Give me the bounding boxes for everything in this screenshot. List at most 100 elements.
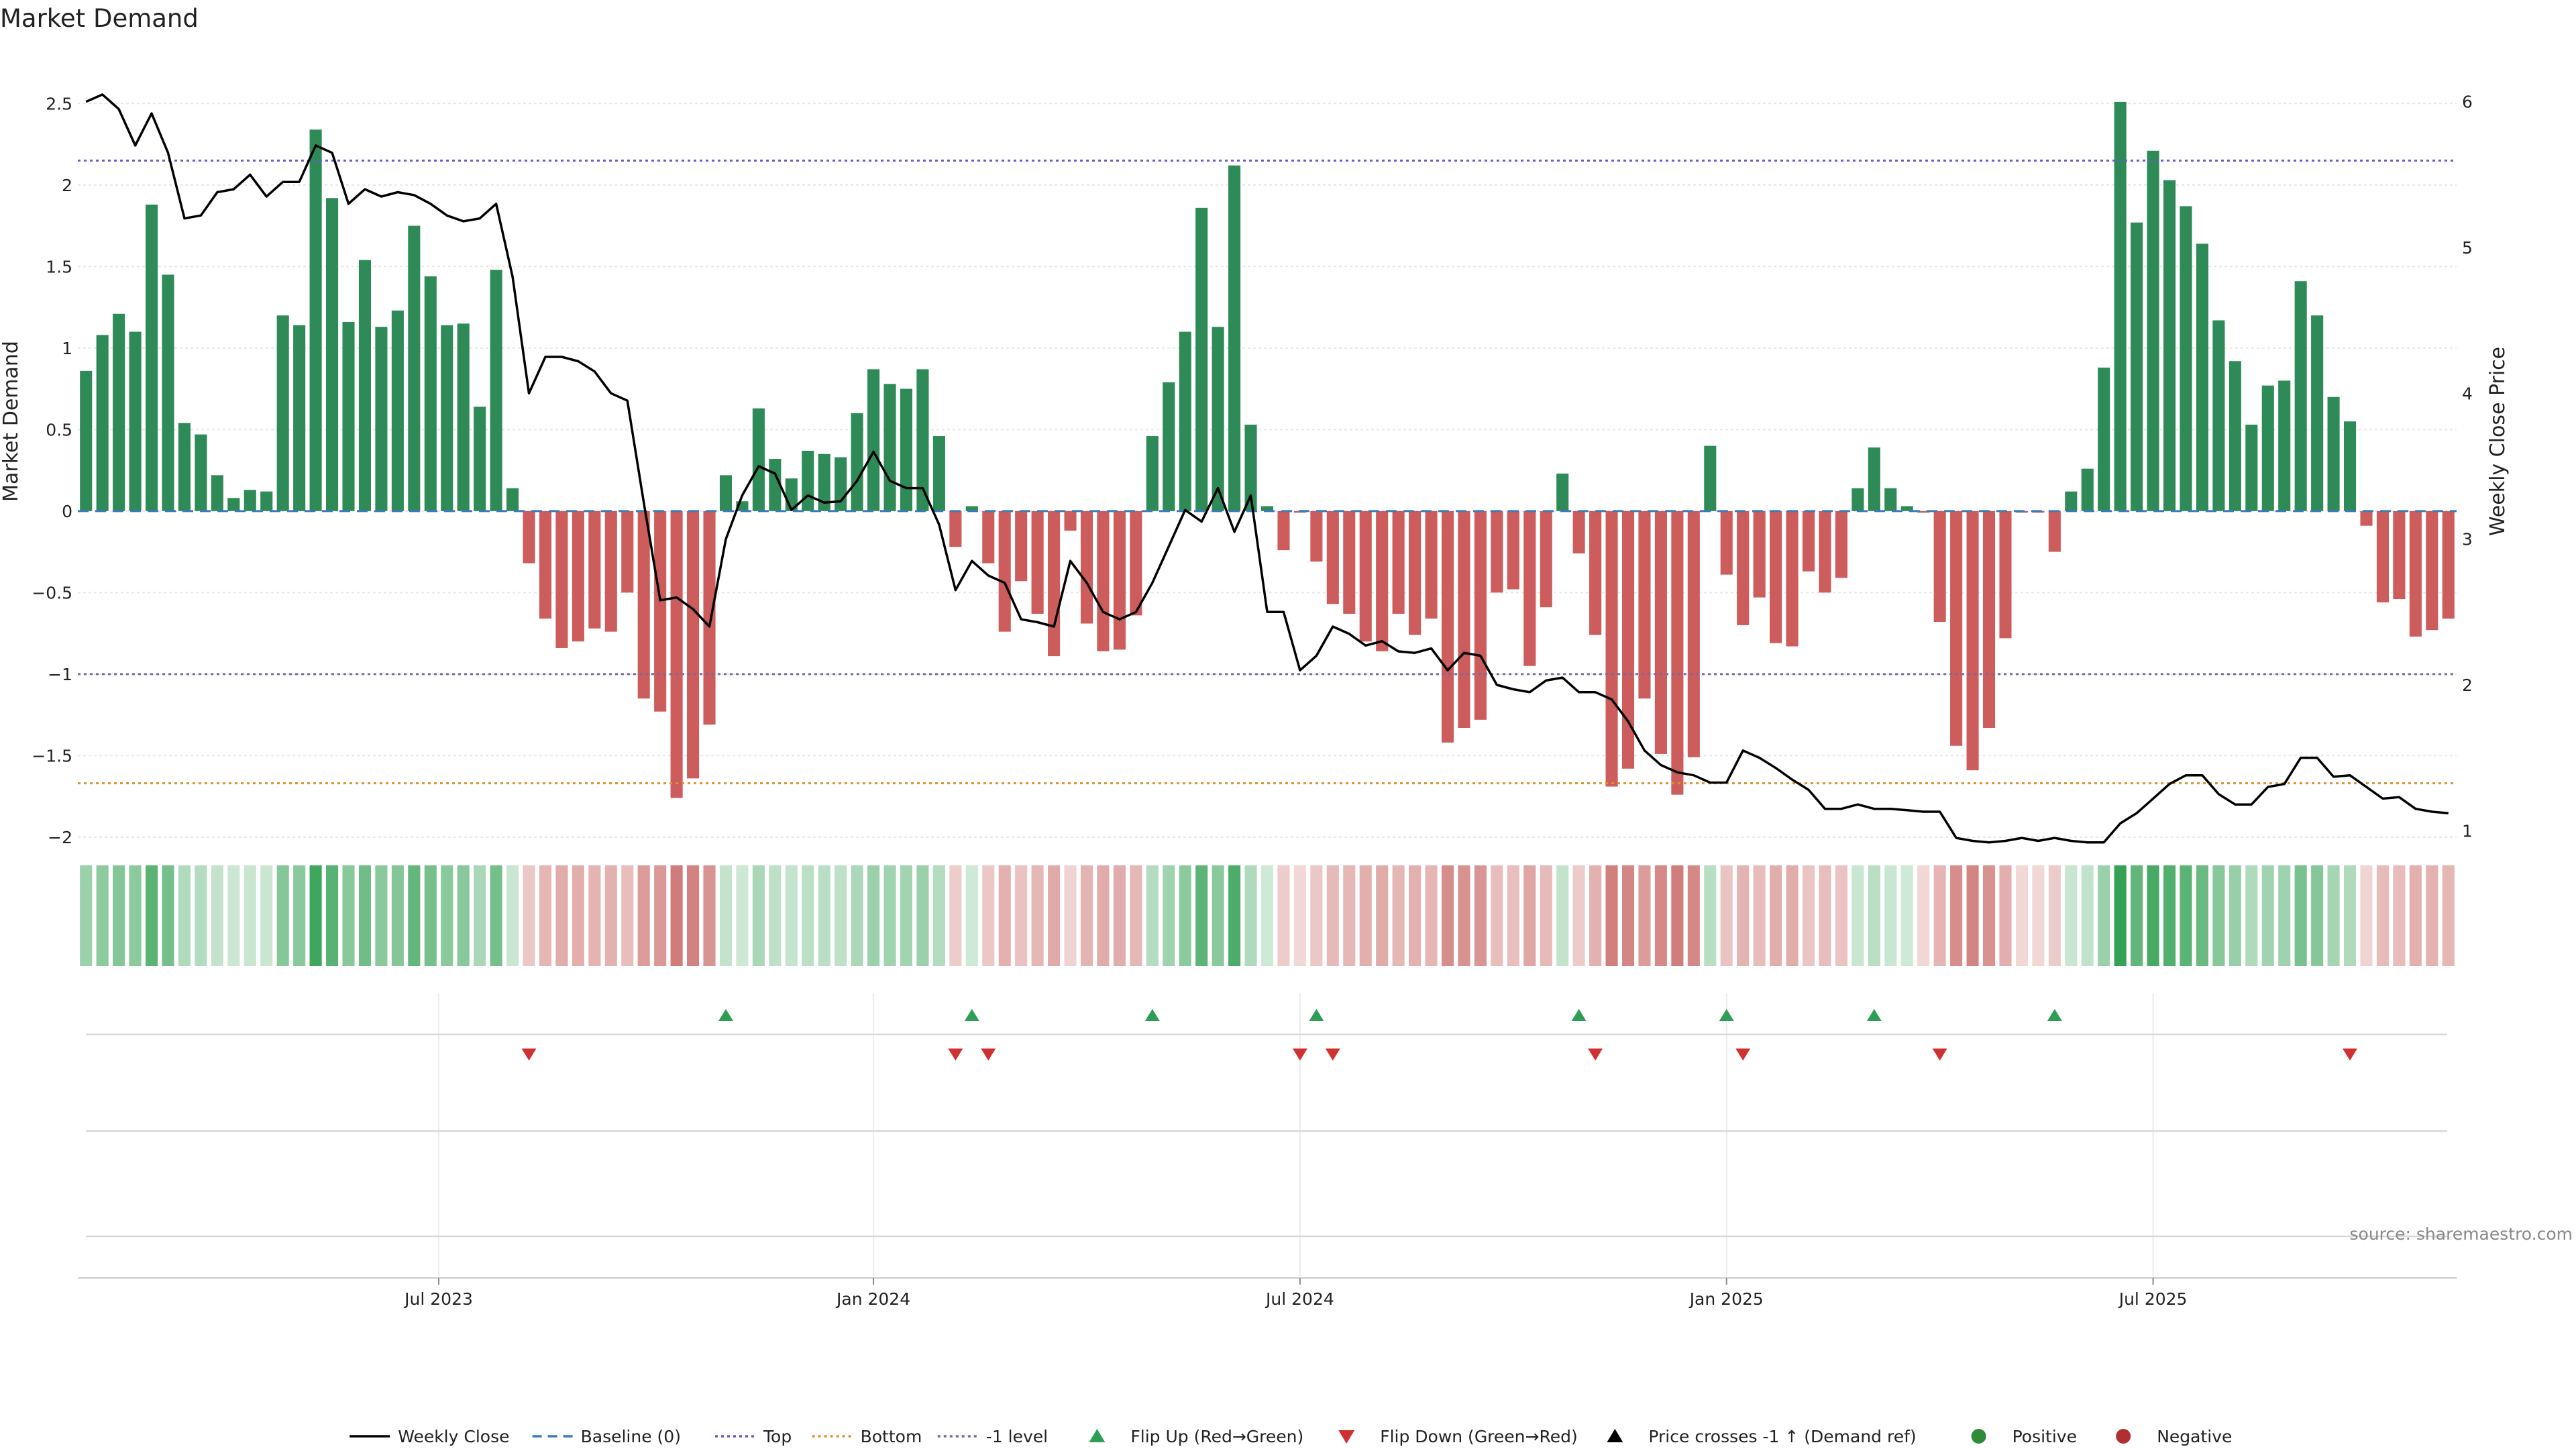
- heat-cell: [1900, 865, 1913, 966]
- y2-tick-label: 4: [2462, 384, 2473, 403]
- demand-bar: [260, 491, 273, 511]
- heat-cell: [835, 865, 847, 966]
- heat-cell: [2393, 865, 2406, 966]
- demand-bar: [1556, 473, 1569, 511]
- heat-cell: [1917, 865, 1930, 966]
- heat-cell: [2229, 865, 2241, 966]
- demand-bar: [965, 506, 978, 511]
- legend-item: -1 level: [937, 1427, 1048, 1446]
- heat-cell: [1441, 865, 1454, 966]
- source-label: source: sharemaestro.com: [2350, 1224, 2573, 1244]
- demand-bar: [129, 331, 142, 511]
- heat-cell: [1638, 865, 1651, 966]
- heat-cell: [1277, 865, 1290, 966]
- demand-bar: [555, 511, 568, 648]
- heat-cell: [1080, 865, 1093, 966]
- heat-cell: [441, 865, 453, 966]
- y-tick-label: −1.5: [32, 746, 72, 765]
- demand-bar: [883, 384, 896, 511]
- flip-up-marker: [1719, 1009, 1734, 1021]
- demand-bar: [1950, 511, 1963, 746]
- heat-cell: [802, 865, 814, 966]
- heat-cell: [211, 865, 223, 966]
- heat-cell: [1146, 865, 1159, 966]
- flip-up-marker: [1144, 1009, 1160, 1021]
- legend-label: Top: [763, 1427, 792, 1446]
- heat-cell: [1326, 865, 1339, 966]
- y-axis-label: Market Demand: [0, 341, 23, 502]
- y-tick-label: −0.5: [32, 583, 72, 602]
- y-tick-label: −1: [48, 665, 72, 684]
- heat-cell: [2114, 865, 2127, 966]
- heat-cell: [474, 865, 486, 966]
- heat-cell: [1851, 865, 1864, 966]
- x-axis: Jul 2023 Jan 2024 Jul 2024 Jan 2025 Jul 2025: [403, 1278, 2187, 1309]
- heat-cell: [1113, 865, 1126, 966]
- heat-cell: [900, 865, 913, 966]
- demand-bar: [900, 388, 913, 511]
- legend-label: Flip Up (Red→Green): [1130, 1427, 1303, 1446]
- heat-cell: [1130, 865, 1142, 966]
- demand-bar: [1179, 331, 1191, 511]
- demand-bar: [2261, 385, 2274, 511]
- heat-cell: [1999, 865, 2012, 966]
- demand-bar: [244, 490, 256, 511]
- heat-cell: [1212, 865, 1224, 966]
- heat-cell: [1753, 865, 1766, 966]
- demand-bar: [1097, 511, 1110, 651]
- x-tick-label: Jul 2023: [403, 1289, 473, 1309]
- demand-bar: [1917, 511, 1930, 513]
- heat-cell: [2409, 865, 2422, 966]
- demand-bar: [1589, 511, 1602, 635]
- demand-bar: [1671, 511, 1684, 795]
- y2-tick-label: 6: [2462, 93, 2473, 112]
- heat-cell: [1179, 865, 1191, 966]
- demand-bar: [719, 475, 733, 511]
- demand-bar: [441, 325, 453, 511]
- demand-bar: [162, 274, 174, 511]
- heat-cell: [1425, 865, 1438, 966]
- demand-bar: [424, 276, 437, 511]
- heat-cell: [2147, 865, 2159, 966]
- demand-bar: [2065, 491, 2078, 511]
- heat-cell: [1868, 865, 1880, 966]
- heat-cell: [2360, 865, 2373, 966]
- demand-bar: [2131, 222, 2143, 511]
- demand-bar: [195, 434, 207, 511]
- legend-circle-swatch: [2116, 1429, 2131, 1444]
- demand-bar: [2360, 511, 2373, 526]
- demand-bar: [211, 475, 223, 511]
- heat-cell: [867, 865, 880, 966]
- heat-cell: [2343, 865, 2357, 966]
- demand-bar: [621, 511, 634, 593]
- heat-cell: [1343, 865, 1356, 966]
- legend-label: -1 level: [986, 1427, 1048, 1446]
- heat-cell: [1950, 865, 1963, 966]
- heat-cell: [162, 865, 174, 966]
- demand-bar: [1441, 511, 1454, 743]
- demand-bar: [2393, 511, 2406, 600]
- heat-cell: [1228, 865, 1241, 966]
- heat-cell: [2376, 865, 2390, 966]
- heat-cell: [1392, 865, 1405, 966]
- demand-bar: [982, 511, 995, 564]
- demand-bar: [1835, 511, 1847, 578]
- demand-bar: [2278, 380, 2291, 511]
- heat-cell: [2327, 865, 2340, 966]
- heat-cell: [178, 865, 191, 966]
- flip-down-marker: [948, 1049, 963, 1061]
- heat-cell: [1458, 865, 1470, 966]
- legend-triangle-up-swatch: [1607, 1429, 1623, 1442]
- demand-bar: [1638, 511, 1651, 699]
- y2-tick-label: 3: [2462, 530, 2473, 549]
- legend-label: Weekly Close: [398, 1427, 509, 1446]
- demand-bar: [835, 457, 847, 511]
- demand-bar: [2163, 180, 2176, 511]
- demand-bar: [670, 511, 683, 798]
- demand-bar: [752, 408, 765, 511]
- heat-cell: [621, 865, 634, 966]
- demand-bar: [654, 511, 667, 712]
- heat-cell: [572, 865, 584, 966]
- legend-label: Flip Down (Green→Red): [1380, 1427, 1578, 1446]
- heat-cell: [637, 865, 650, 966]
